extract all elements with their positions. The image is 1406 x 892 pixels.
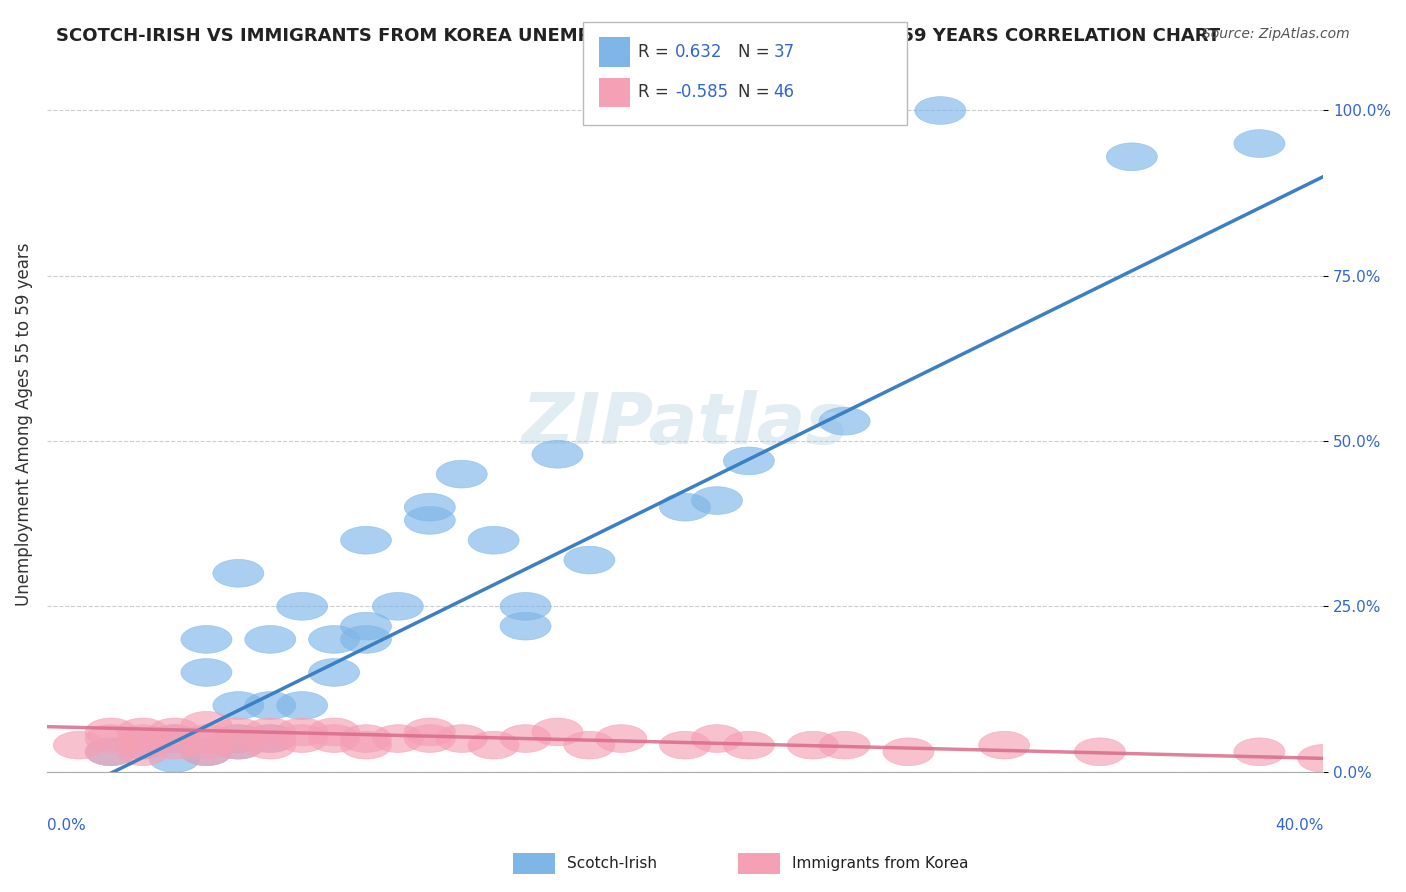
Ellipse shape [117,718,169,746]
Text: 0.0%: 0.0% [46,818,86,833]
Ellipse shape [308,658,360,686]
Ellipse shape [308,625,360,653]
Ellipse shape [883,738,934,765]
Ellipse shape [596,724,647,753]
Ellipse shape [979,731,1029,759]
Ellipse shape [531,718,583,746]
Ellipse shape [1234,738,1285,765]
Ellipse shape [659,731,710,759]
Ellipse shape [659,493,710,521]
Text: 46: 46 [773,83,794,101]
Ellipse shape [468,731,519,759]
Y-axis label: Unemployment Among Ages 55 to 59 years: Unemployment Among Ages 55 to 59 years [15,243,32,607]
Ellipse shape [915,96,966,124]
Ellipse shape [149,724,200,753]
Ellipse shape [117,731,169,759]
Ellipse shape [564,731,614,759]
Ellipse shape [340,724,391,753]
Ellipse shape [245,718,295,746]
Ellipse shape [501,592,551,620]
Ellipse shape [181,738,232,765]
Ellipse shape [373,592,423,620]
Ellipse shape [405,493,456,521]
Ellipse shape [245,724,295,753]
Ellipse shape [692,724,742,753]
Ellipse shape [468,526,519,554]
Ellipse shape [212,691,264,719]
Text: 40.0%: 40.0% [1275,818,1323,833]
Ellipse shape [405,724,456,753]
Text: 0.632: 0.632 [675,43,723,61]
Ellipse shape [723,731,775,759]
Ellipse shape [212,731,264,759]
Ellipse shape [501,612,551,640]
Text: Scotch-Irish: Scotch-Irish [567,856,657,871]
Ellipse shape [436,460,488,488]
Ellipse shape [181,738,232,765]
Ellipse shape [787,731,838,759]
Ellipse shape [308,724,360,753]
Text: R =: R = [638,83,675,101]
Ellipse shape [245,691,295,719]
Text: SCOTCH-IRISH VS IMMIGRANTS FROM KOREA UNEMPLOYMENT AMONG AGES 55 TO 59 YEARS COR: SCOTCH-IRISH VS IMMIGRANTS FROM KOREA UN… [56,27,1220,45]
Ellipse shape [277,592,328,620]
Ellipse shape [212,724,264,753]
Ellipse shape [405,718,456,746]
Ellipse shape [117,724,169,753]
Ellipse shape [212,718,264,746]
Ellipse shape [245,724,295,753]
Ellipse shape [149,724,200,753]
Ellipse shape [692,487,742,515]
Ellipse shape [181,625,232,653]
Ellipse shape [53,731,104,759]
Ellipse shape [340,625,391,653]
Ellipse shape [340,612,391,640]
Ellipse shape [277,724,328,753]
Ellipse shape [149,718,200,746]
Text: ZIPatlas: ZIPatlas [522,390,849,459]
Ellipse shape [86,738,136,765]
Ellipse shape [181,712,232,739]
Ellipse shape [436,724,488,753]
Ellipse shape [277,718,328,746]
Ellipse shape [181,724,232,753]
Ellipse shape [820,408,870,435]
Ellipse shape [245,731,295,759]
Ellipse shape [212,724,264,753]
Ellipse shape [1298,745,1348,772]
Ellipse shape [373,724,423,753]
Ellipse shape [340,731,391,759]
Text: N =: N = [738,83,775,101]
Ellipse shape [86,738,136,765]
Ellipse shape [308,718,360,746]
Ellipse shape [245,625,295,653]
Text: R =: R = [638,43,675,61]
Ellipse shape [181,731,232,759]
Ellipse shape [212,731,264,759]
Ellipse shape [564,546,614,574]
Text: Immigrants from Korea: Immigrants from Korea [792,856,969,871]
Ellipse shape [340,526,391,554]
Ellipse shape [181,658,232,686]
Ellipse shape [1074,738,1125,765]
Ellipse shape [723,447,775,475]
Ellipse shape [277,691,328,719]
Ellipse shape [149,731,200,759]
Ellipse shape [501,724,551,753]
Text: 37: 37 [773,43,794,61]
Ellipse shape [1234,129,1285,157]
Ellipse shape [1107,143,1157,170]
Ellipse shape [405,507,456,534]
Text: -0.585: -0.585 [675,83,728,101]
Ellipse shape [212,559,264,587]
Ellipse shape [117,731,169,759]
Text: N =: N = [738,43,775,61]
Ellipse shape [86,718,136,746]
Ellipse shape [86,724,136,753]
Ellipse shape [820,731,870,759]
Ellipse shape [531,441,583,468]
Text: Source: ZipAtlas.com: Source: ZipAtlas.com [1202,27,1350,41]
Ellipse shape [149,745,200,772]
Ellipse shape [117,738,169,765]
